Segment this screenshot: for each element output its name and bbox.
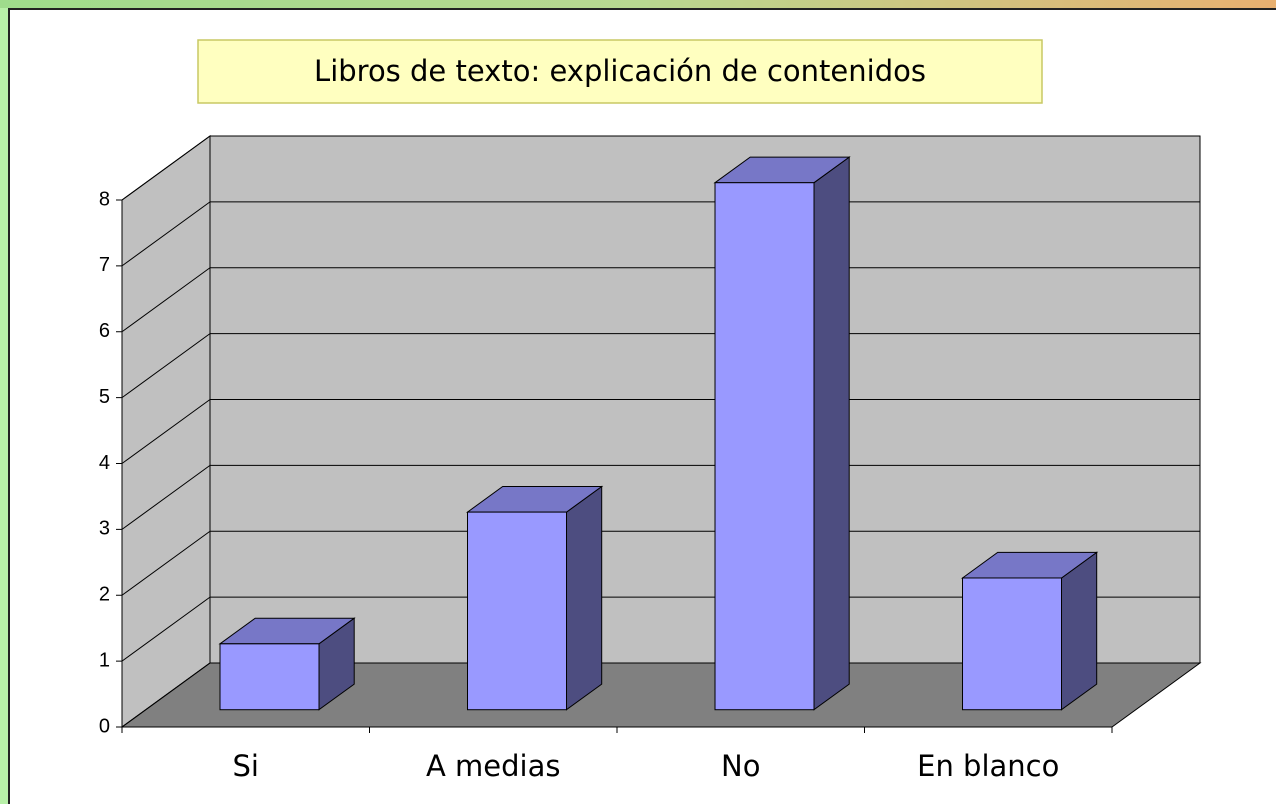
grid-line	[121, 464, 211, 530]
grid-line	[121, 399, 211, 464]
y-tick-label: 3	[99, 518, 110, 540]
bar-side	[566, 485, 603, 711]
y-tick-label: 0	[99, 715, 110, 737]
grid-line	[121, 596, 211, 662]
grid-line	[121, 135, 211, 201]
y-tick-label: 7	[99, 254, 110, 276]
y-tick-label: 8	[99, 188, 110, 210]
bar	[467, 511, 568, 711]
grid-line	[121, 662, 211, 728]
y-tick-label: 6	[99, 320, 110, 342]
grid-line	[121, 333, 211, 399]
grid-line	[121, 201, 211, 267]
bar-side	[813, 156, 850, 711]
y-tick-label: 5	[99, 386, 110, 408]
left-strip	[0, 8, 8, 804]
grid-line	[121, 267, 211, 333]
title-box	[197, 39, 1043, 104]
y-tick-label: 4	[99, 452, 110, 474]
grid-line	[121, 530, 211, 596]
x-tick-label: No	[721, 749, 760, 783]
bar	[962, 577, 1063, 711]
x-tick-label: A medias	[426, 749, 561, 783]
x-tick-label: En blanco	[917, 749, 1059, 783]
y-tick-label: 2	[99, 584, 110, 606]
bar	[219, 643, 320, 711]
y-tick-label: 1	[99, 649, 110, 671]
chart-title: Libros de texto: explicación de contenid…	[314, 54, 926, 88]
bar	[714, 182, 815, 711]
x-tick-label: Si	[233, 749, 259, 783]
bar-side	[1061, 551, 1098, 711]
